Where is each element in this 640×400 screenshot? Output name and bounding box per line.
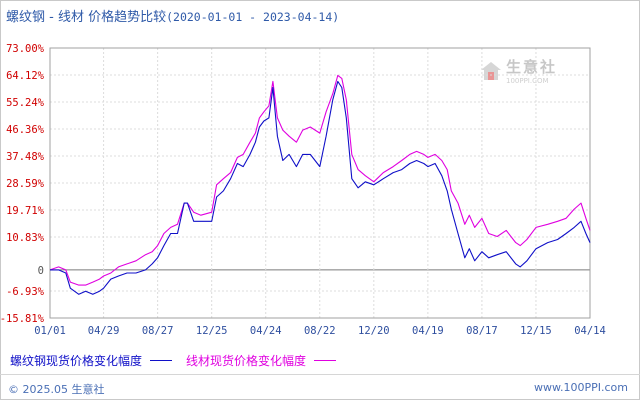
y-tick-label: 19.71%	[6, 205, 45, 217]
x-tick-label: 04/29	[88, 325, 120, 337]
x-tick-label: 12/15	[520, 325, 552, 337]
x-tick-label: 12/25	[196, 325, 228, 337]
site-link[interactable]: www.100PPI.com	[534, 381, 628, 394]
chart-title-range: (2020-01-01 - 2023-04-14)	[166, 10, 340, 24]
plot-area-border	[49, 47, 591, 319]
legend-label-2: 线材现货价格变化幅度	[186, 354, 307, 368]
x-tick-label: 12/20	[358, 325, 390, 337]
x-tick-label: 04/24	[250, 325, 282, 337]
y-axis-tick-labels: 73.00% 64.12% 55.24% 46.36% 37.48% 28.59% 19.7…	[0, 43, 45, 325]
x-tick-label: 08/17	[466, 325, 498, 337]
legend-item-1: 螺纹钢现货价格变化幅度	[10, 352, 173, 369]
x-tick-label: 04/14	[574, 325, 606, 337]
watermark-name: 生意社	[506, 58, 558, 76]
chart-title-main: 螺纹钢 - 线材 价格趋势比较	[6, 10, 167, 25]
y-tick-label: 64.12%	[6, 70, 45, 82]
y-tick-label: 37.48%	[6, 151, 45, 163]
watermark-url: 100PPI.COM	[506, 77, 549, 85]
x-tick-label: 08/27	[142, 325, 174, 337]
series-lines	[49, 74, 591, 295]
y-tick-label: 0	[38, 265, 44, 277]
x-tick-label: 01/01	[34, 325, 66, 337]
x-tick-label: 04/19	[412, 325, 444, 337]
legend-swatch-2	[314, 360, 337, 361]
y-tick-label: 10.83%	[6, 232, 45, 244]
y-tick-label: -6.93%	[6, 286, 45, 298]
y-tick-label: 28.59%	[6, 178, 45, 190]
y-tick-label: 73.00%	[6, 43, 45, 55]
chart-title: 螺纹钢 - 线材 价格趋势比较(2020-01-01 - 2023-04-14)	[6, 6, 339, 25]
series-line-1	[50, 80, 591, 295]
grid-lines	[50, 47, 590, 319]
y-tick-label: 46.36%	[6, 124, 45, 136]
copyright-text: © 2025.05 生意社	[8, 383, 105, 396]
x-tick-label: 08/22	[304, 325, 336, 337]
y-tick-label: 55.24%	[6, 97, 45, 109]
legend-item-2: 线材现货价格变化幅度	[186, 352, 337, 369]
footer: © 2025.05 生意社 www.100PPI.com	[0, 374, 640, 399]
legend-label-1: 螺纹钢现货价格变化幅度	[10, 354, 143, 368]
x-axis-tick-labels: 01/01 04/29 08/27 12/25 04/24 08/22 12/20 04/19…	[34, 325, 606, 337]
legend-swatch-1	[150, 360, 173, 361]
axes	[49, 47, 591, 319]
legend: 螺纹钢现货价格变化幅度 线材现货价格变化幅度	[10, 352, 350, 369]
series-line-2	[49, 74, 591, 286]
y-tick-label: -15.81%	[0, 313, 45, 325]
